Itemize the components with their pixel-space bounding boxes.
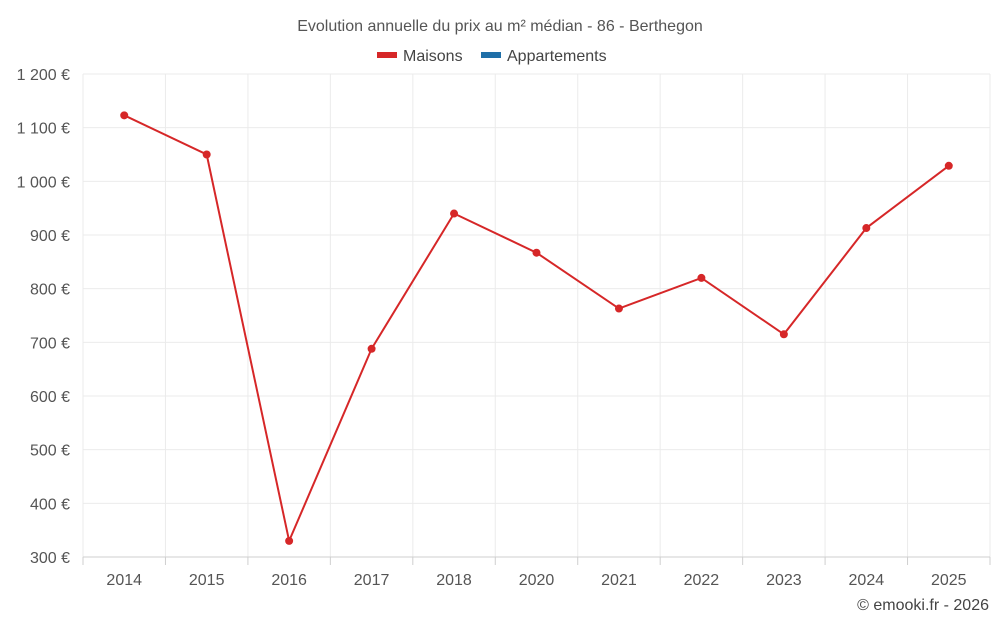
x-axis: 2014 2015 2016 2017 2018 2020 2021 2022 2023 2024… — [82, 556, 991, 589]
legend-label-2[interactable]: Appartements — [507, 48, 607, 65]
data-point[interactable] — [120, 111, 129, 120]
x-tick-label: 2018 — [436, 572, 472, 589]
y-tick-label: 900 € — [30, 228, 70, 245]
grid — [82, 73, 991, 558]
data-point[interactable] — [202, 150, 211, 159]
data-point[interactable] — [697, 273, 706, 282]
data-point[interactable] — [285, 536, 294, 545]
x-tick-label: 2016 — [271, 572, 307, 589]
y-tick-label: 800 € — [30, 282, 70, 299]
x-tick-label: 2021 — [601, 572, 637, 589]
y-tick-label: 600 € — [30, 389, 70, 406]
x-tick-label: 2024 — [849, 572, 885, 589]
y-tick-label: 1 100 € — [17, 121, 70, 138]
y-axis: 300 € 400 € 500 € 600 € 700 € 800 € 900 € 1 000… — [17, 67, 70, 567]
legend-swatch-1[interactable] — [377, 52, 397, 58]
legend-swatch-2[interactable] — [481, 52, 501, 58]
y-tick-label: 1 200 € — [17, 67, 70, 84]
data-point[interactable] — [450, 209, 459, 218]
data-point[interactable] — [367, 344, 376, 353]
y-tick-label: 700 € — [30, 335, 70, 352]
x-tick-label: 2022 — [684, 572, 720, 589]
legend-label-1[interactable]: Maisons — [403, 48, 463, 65]
legend: Maisons Appartements — [377, 48, 607, 65]
x-tick-label: 2023 — [766, 572, 802, 589]
x-tick-label: 2025 — [931, 572, 967, 589]
data-point[interactable] — [944, 161, 953, 170]
x-tick-label: 2017 — [354, 572, 390, 589]
x-tick-label: 2020 — [519, 572, 555, 589]
data-point[interactable] — [532, 248, 541, 257]
chart-title: Evolution annuelle du prix au m² médian … — [297, 18, 703, 35]
y-tick-label: 400 € — [30, 496, 70, 513]
data-point[interactable] — [614, 304, 623, 313]
x-tick-label: 2015 — [189, 572, 225, 589]
credit-text: © emooki.fr - 2026 — [857, 597, 989, 614]
series-layer — [120, 111, 953, 545]
x-tick-label: 2014 — [106, 572, 142, 589]
y-tick-label: 300 € — [30, 550, 70, 567]
y-tick-label: 1 000 € — [17, 174, 70, 191]
y-tick-label: 500 € — [30, 443, 70, 460]
data-point[interactable] — [862, 224, 871, 233]
data-point[interactable] — [779, 330, 788, 339]
